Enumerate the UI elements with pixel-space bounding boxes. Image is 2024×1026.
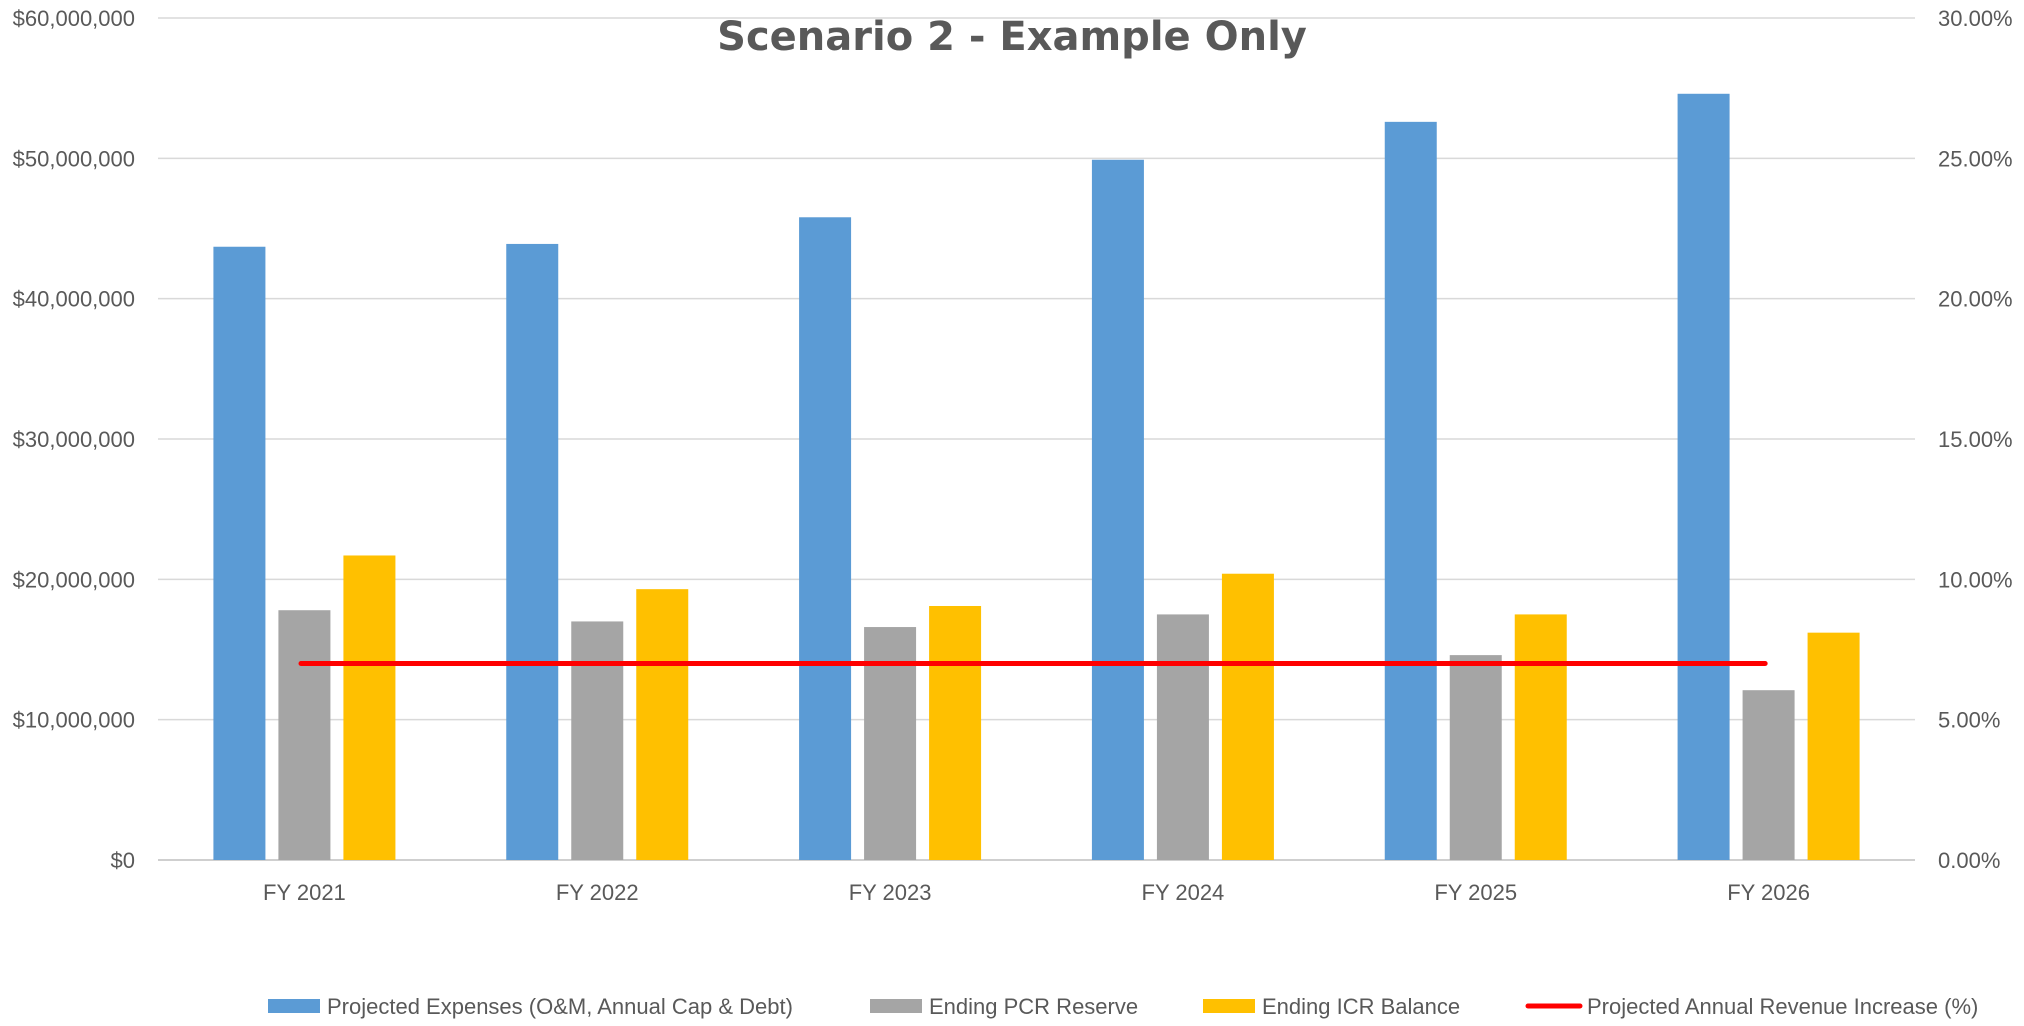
left-tick-label: $0 xyxy=(111,848,135,873)
x-tick-label: FY 2021 xyxy=(263,880,346,905)
bars xyxy=(213,93,1860,861)
right-tick-label: 15.00% xyxy=(1938,427,2013,452)
bar xyxy=(1742,690,1795,860)
bar xyxy=(1091,159,1144,860)
legend: Projected Expenses (O&M, Annual Cap & De… xyxy=(268,994,1978,1019)
bar xyxy=(278,610,331,860)
left-tick-label: $30,000,000 xyxy=(13,427,135,452)
left-tick-label: $20,000,000 xyxy=(13,567,135,592)
x-tick-label: FY 2022 xyxy=(556,880,639,905)
right-tick-label: 25.00% xyxy=(1938,146,2013,171)
bar xyxy=(1449,655,1502,860)
right-tick-label: 5.00% xyxy=(1938,708,2000,733)
bar xyxy=(636,589,689,860)
left-axis: $0 $10,000,000 $20,000,000 $30,000,000 $40,0… xyxy=(13,6,135,873)
bar xyxy=(1221,573,1274,860)
right-tick-label: 0.00% xyxy=(1938,848,2000,873)
x-axis: FY 2021 FY 2022 FY 2023 FY 2024 FY 2025 FY 20… xyxy=(263,880,1810,905)
right-axis: 0.00% 5.00% 10.00% 15.00% 20.00% 25.00% 30.00% xyxy=(1938,6,2013,873)
legend-label: Ending PCR Reserve xyxy=(929,994,1138,1019)
legend-swatch xyxy=(268,999,320,1013)
x-tick-label: FY 2025 xyxy=(1434,880,1517,905)
x-tick-label: FY 2026 xyxy=(1727,880,1810,905)
legend-swatch xyxy=(870,999,922,1013)
bar xyxy=(343,555,396,860)
bar xyxy=(1384,121,1437,860)
legend-swatch xyxy=(1203,999,1255,1013)
left-tick-label: $40,000,000 xyxy=(13,287,135,312)
bar xyxy=(1677,93,1730,860)
chart-title: Scenario 2 - Example Only xyxy=(717,14,1307,60)
left-tick-label: $50,000,000 xyxy=(13,146,135,171)
left-tick-label: $60,000,000 xyxy=(13,6,135,31)
bar xyxy=(929,605,982,860)
legend-label: Projected Annual Revenue Increase (%) xyxy=(1587,994,1978,1019)
bar xyxy=(799,217,852,861)
right-tick-label: 10.00% xyxy=(1938,567,2013,592)
bar xyxy=(1807,632,1860,860)
bar xyxy=(213,246,266,860)
right-tick-label: 20.00% xyxy=(1938,287,2013,312)
x-tick-label: FY 2024 xyxy=(1142,880,1225,905)
bar xyxy=(1514,614,1567,860)
left-tick-label: $10,000,000 xyxy=(13,708,135,733)
gridlines xyxy=(158,17,1915,861)
right-tick-label: 30.00% xyxy=(1938,6,2013,31)
legend-label: Projected Expenses (O&M, Annual Cap & De… xyxy=(327,994,793,1019)
bar xyxy=(571,621,624,860)
x-tick-label: FY 2023 xyxy=(849,880,932,905)
bar xyxy=(1156,614,1209,860)
bar xyxy=(506,243,559,861)
legend-label: Ending ICR Balance xyxy=(1262,994,1460,1019)
